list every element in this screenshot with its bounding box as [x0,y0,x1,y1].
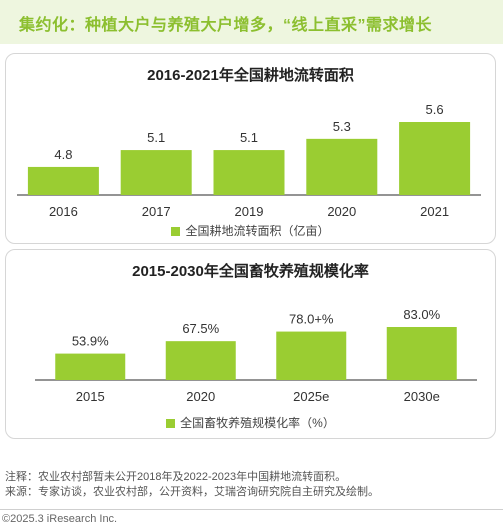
source-line: 来源：专家访谈，农业农村部，公开资料，艾瑞咨询研究院自主研究及绘制。 [5,486,379,498]
bar [27,166,99,195]
x-tick-label: 2025e [293,389,329,404]
chart-panel-farmland: 2016-2021年全国耕地流转面积 4.8 2016 5.1 2017 5.1 2019… [5,53,496,244]
legend-label-livestock: 全国畜牧养殖规模化率（%） [180,416,335,430]
chart-farmland: 4.8 2016 5.1 2017 5.1 2019 5.3 2020 5.6 2021 [17,102,481,219]
data-label: 5.3 [333,119,351,134]
chart-title-farmland: 2016-2021年全国耕地流转面积 [147,67,354,84]
x-tick-label: 2016 [49,204,78,219]
bar [213,150,285,195]
header-band [0,0,503,44]
data-label: 5.1 [147,130,165,145]
x-tick-label: 2030e [404,389,440,404]
bar [55,353,126,380]
data-label: 78.0+% [289,312,334,327]
note-line: 注释：农业农村部暂未公开2018年及2022-2023年中国耕地流转面积。 [5,471,347,483]
legend-livestock: 全国畜牧养殖规模化率（%） [6,414,495,431]
chart-livestock: 53.9% 2015 67.5% 2020 78.0+% 2025e 83.0% 2030e [35,307,477,404]
footer-divider [0,509,503,510]
x-tick-label: 2019 [235,204,264,219]
bar [276,331,347,380]
bar [306,138,378,195]
legend-swatch [166,419,176,428]
chart-title-livestock: 2015-2030年全国畜牧养殖规模化率 [132,263,369,280]
data-label: 83.0% [403,307,440,322]
x-tick-label: 2021 [420,204,449,219]
page-title: 集约化：种植大户与养殖大户增多，“线上直采”需求增长 [19,17,433,34]
data-label: 5.1 [240,130,258,145]
copyright: ©2025.3 iResearch Inc. [2,513,118,525]
legend-swatch [171,227,181,236]
bar [165,341,236,380]
data-label: 53.9% [72,334,109,349]
x-tick-label: 2017 [142,204,171,219]
data-label: 67.5% [182,321,219,336]
legend-label-farmland: 全国耕地流转面积（亿亩） [185,224,330,238]
data-label: 5.6 [426,102,444,117]
bar [386,327,457,380]
x-tick-label: 2020 [186,389,215,404]
notes: 注释：农业农村部暂未公开2018年及2022-2023年中国耕地流转面积。 来源… [5,470,379,500]
legend-farmland: 全国耕地流转面积（亿亩） [6,222,495,239]
x-tick-label: 2020 [327,204,356,219]
bar [399,122,471,195]
bar [120,150,192,195]
chart-panel-livestock: 2015-2030年全国畜牧养殖规模化率 53.9% 2015 67.5% 2020 7… [5,249,496,439]
data-label: 4.8 [54,147,72,162]
x-tick-label: 2015 [76,389,105,404]
